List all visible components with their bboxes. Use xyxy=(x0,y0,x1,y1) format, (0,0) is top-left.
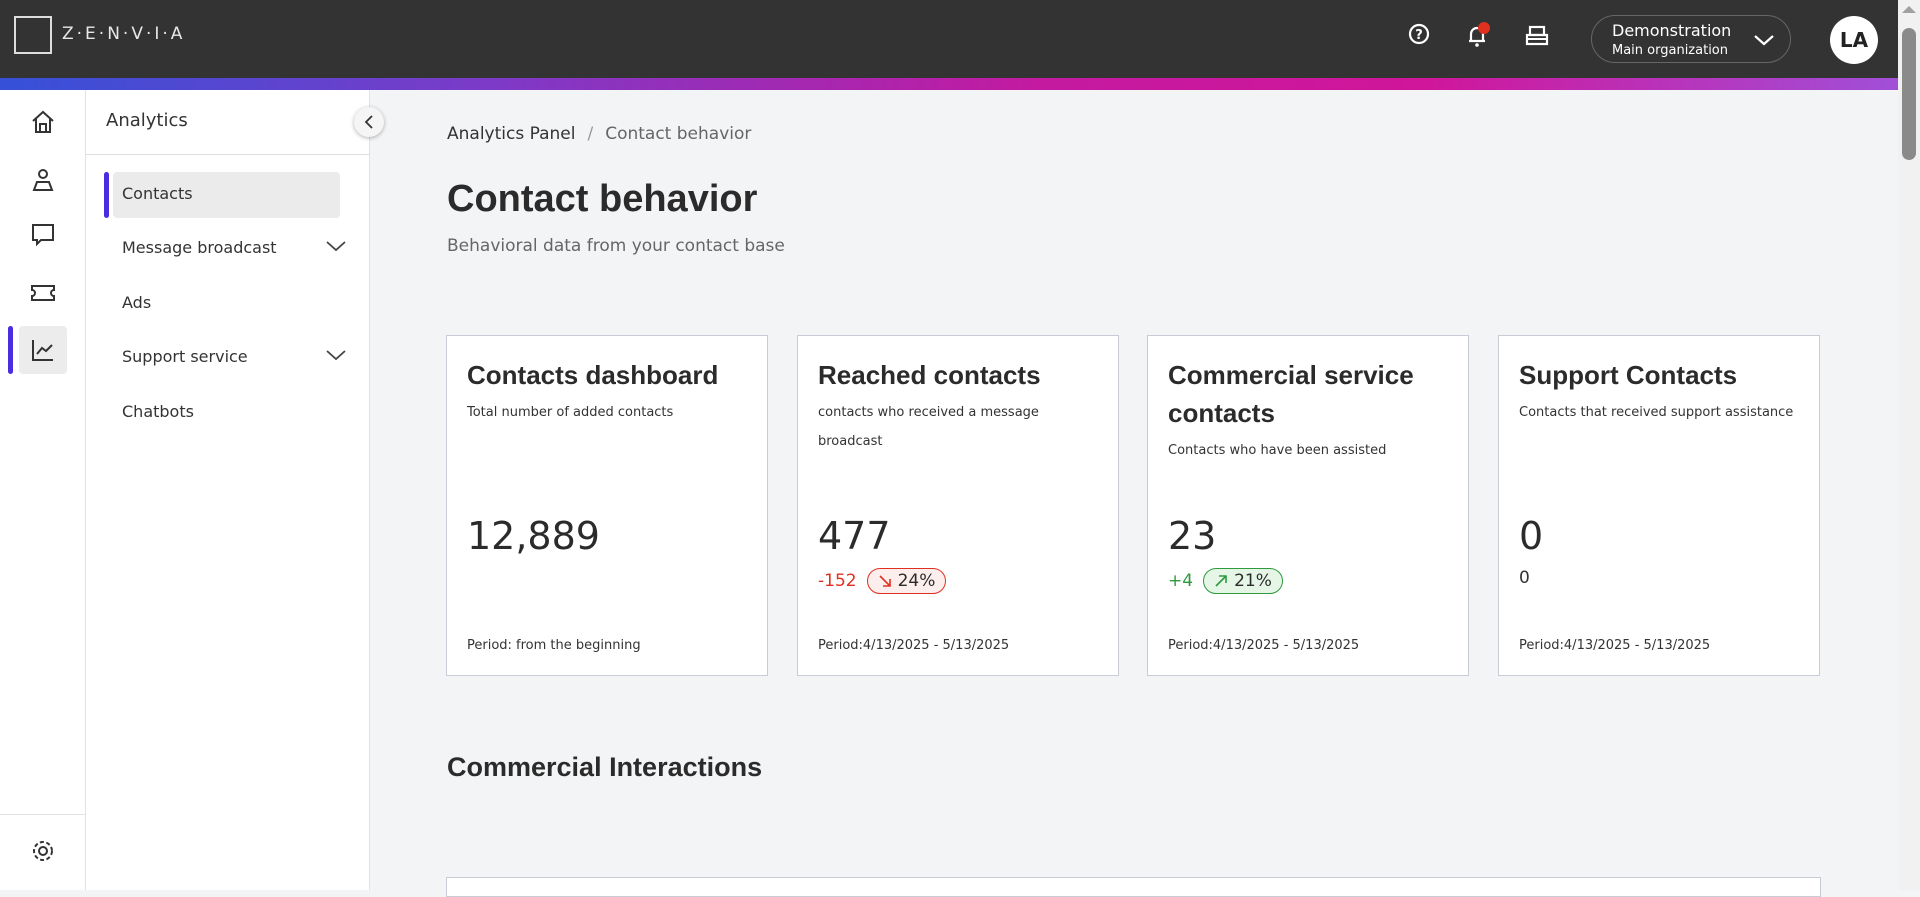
top-bar: Z·E·N·V·I·A ? Demonstration Main organiz… xyxy=(0,0,1898,78)
page-title: Contact behavior xyxy=(447,178,758,220)
item-label: Chatbots xyxy=(122,401,194,421)
card-title: Commercial service contacts xyxy=(1168,360,1414,428)
chart-icon[interactable] xyxy=(19,326,67,374)
trend-percent: 24% xyxy=(897,571,936,591)
card-contacts-dashboard: Contacts dashboard Total number of added… xyxy=(446,335,768,676)
chevron-down-icon xyxy=(326,241,346,252)
card-delta: -152 xyxy=(818,571,857,591)
item-label: Ads xyxy=(122,292,152,312)
scrollbar[interactable] xyxy=(1898,0,1920,890)
analytics-submenu: Analytics Contacts Message broadcast Ads… xyxy=(86,90,370,890)
card-description: Contacts who have been assisted xyxy=(1168,443,1387,458)
org-subtitle: Main organization xyxy=(1612,43,1728,58)
card-value: 0 xyxy=(1519,514,1544,558)
gear-icon[interactable] xyxy=(24,832,62,870)
section-title: Commercial Interactions xyxy=(447,752,763,782)
home-icon[interactable] xyxy=(24,103,62,141)
submenu-item-message-broadcast[interactable]: Message broadcast xyxy=(122,224,348,270)
user-icon[interactable] xyxy=(24,161,62,199)
submenu-title: Analytics xyxy=(106,110,188,131)
scroll-up-icon[interactable] xyxy=(1902,6,1916,13)
divider xyxy=(0,814,86,815)
card-title: Support Contacts xyxy=(1519,360,1738,390)
card-delta: 0 xyxy=(1519,568,1530,588)
card-period: Period: from the beginning xyxy=(467,638,641,653)
card-description: contacts who received a message broadcas… xyxy=(818,405,1039,449)
card-title: Contacts dashboard xyxy=(467,360,719,390)
item-label: Message broadcast xyxy=(122,237,277,257)
active-indicator xyxy=(104,172,109,218)
card-period: Period:4/13/2025 - 5/13/2025 xyxy=(1519,638,1711,653)
ticket-icon[interactable] xyxy=(24,274,62,312)
breadcrumb-root[interactable]: Analytics Panel xyxy=(447,124,576,144)
submenu-item-contacts[interactable]: Contacts xyxy=(122,170,348,216)
active-indicator xyxy=(8,326,13,374)
item-label: Contacts xyxy=(122,183,193,203)
breadcrumb: Analytics Panel / Contact behavior xyxy=(447,124,751,144)
inbox-tray-icon[interactable] xyxy=(1522,23,1552,54)
brand-gradient-bar xyxy=(0,78,1898,90)
organization-selector[interactable]: Demonstration Main organization xyxy=(1591,15,1791,63)
commercial-interactions-panel xyxy=(446,877,1821,897)
card-value: 477 xyxy=(818,514,891,558)
card-period: Period:4/13/2025 - 5/13/2025 xyxy=(1168,638,1360,653)
card-description: Contacts that received support assistanc… xyxy=(1519,405,1794,420)
scrollbar-thumb[interactable] xyxy=(1902,28,1916,160)
card-title: Reached contacts xyxy=(818,360,1041,390)
submenu-item-support-service[interactable]: Support service xyxy=(122,333,348,379)
arrow-down-right-icon xyxy=(879,575,891,587)
chevron-down-icon xyxy=(326,350,346,361)
card-delta: +4 xyxy=(1168,571,1194,591)
divider xyxy=(86,154,370,155)
breadcrumb-current: Contact behavior xyxy=(605,124,752,144)
item-label: Support service xyxy=(122,346,248,366)
chevron-left-icon xyxy=(364,115,373,129)
submenu-item-chatbots[interactable]: Chatbots xyxy=(122,388,348,434)
help-icon[interactable]: ? xyxy=(1404,22,1434,51)
card-period: Period:4/13/2025 - 5/13/2025 xyxy=(818,638,1010,653)
trend-badge: 21% xyxy=(1203,568,1283,594)
bell-icon[interactable] xyxy=(1462,22,1492,55)
card-commercial-service-contacts: Commercial service contacts Contacts who… xyxy=(1147,335,1469,676)
page-subtitle: Behavioral data from your contact base xyxy=(447,236,785,256)
active-bg xyxy=(113,172,340,218)
trend-percent: 21% xyxy=(1234,571,1272,591)
card-support-contacts: Support Contacts Contacts that received … xyxy=(1498,335,1820,676)
chevron-down-icon xyxy=(1754,35,1774,46)
avatar[interactable]: LA xyxy=(1830,16,1878,64)
card-description: Total number of added contacts xyxy=(467,405,674,420)
card-value: 23 xyxy=(1168,514,1217,558)
card-reached-contacts: Reached contacts contacts who received a… xyxy=(797,335,1119,676)
breadcrumb-separator: / xyxy=(587,124,594,144)
svg-text:?: ? xyxy=(1415,28,1423,43)
submenu-item-ads[interactable]: Ads xyxy=(122,279,348,325)
arrow-up-right-icon xyxy=(1215,575,1227,587)
org-name: Demonstration xyxy=(1612,21,1732,40)
trend-badge: 24% xyxy=(866,568,947,594)
card-value: 12,889 xyxy=(467,514,600,558)
zenvia-logo-icon[interactable] xyxy=(14,16,52,54)
collapse-sidebar-button[interactable] xyxy=(354,107,384,137)
chat-icon[interactable] xyxy=(24,216,62,254)
icon-rail xyxy=(0,90,86,890)
brand-name: Z·E·N·V·I·A xyxy=(62,24,186,44)
